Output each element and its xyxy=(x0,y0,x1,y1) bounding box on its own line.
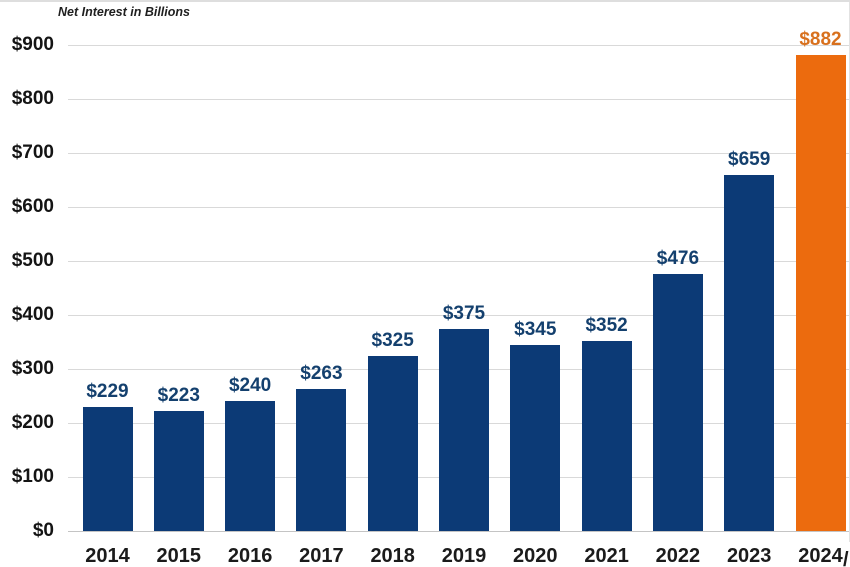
y-axis-tick-label: $200 xyxy=(11,412,54,433)
y-axis-tick-label: $600 xyxy=(11,196,54,217)
x-axis-label: 2017 xyxy=(299,545,344,567)
gridline xyxy=(68,314,850,316)
bar-value-label: $263 xyxy=(300,362,343,384)
bar xyxy=(82,407,133,531)
y-axis-tick-label: $800 xyxy=(11,88,54,109)
gridline xyxy=(68,260,850,262)
bar-value-label: $476 xyxy=(656,247,700,269)
bar-value-label: $345 xyxy=(514,318,557,340)
y-axis-tick-label: $300 xyxy=(11,358,54,379)
gridline xyxy=(68,152,850,154)
bar xyxy=(153,410,204,531)
x-axis-label: 2016 xyxy=(227,545,273,567)
x-axis-label-partial-suffix: / xyxy=(843,549,849,567)
x-axis-label: 2021 xyxy=(584,545,629,567)
bar-value-label: $352 xyxy=(585,314,628,336)
gridline xyxy=(68,206,850,208)
x-axis-label: 2014 xyxy=(85,545,130,567)
bar xyxy=(439,328,489,531)
bar xyxy=(296,388,347,531)
x-axis-label: 2024 xyxy=(798,545,843,567)
bar-value-label: $325 xyxy=(371,329,414,351)
gridline xyxy=(68,44,850,46)
bar xyxy=(581,340,632,531)
x-axis-line xyxy=(68,530,850,532)
chart-title: Net Interest in Billions xyxy=(58,5,190,19)
x-axis-label: 2019 xyxy=(441,545,487,567)
bar-value-label: $223 xyxy=(157,384,200,406)
x-axis-label: 2018 xyxy=(370,545,415,567)
bar xyxy=(652,273,703,531)
bar xyxy=(795,54,846,531)
y-axis-tick-label: $500 xyxy=(11,250,54,271)
gridline xyxy=(68,98,850,100)
y-axis-tick-label: $900 xyxy=(11,34,54,55)
x-axis-label: 2020 xyxy=(513,545,558,567)
y-axis-tick-label: $100 xyxy=(11,466,54,487)
x-axis-label: 2022 xyxy=(655,545,701,567)
bar-value-label: $240 xyxy=(228,375,272,397)
bar xyxy=(367,355,418,531)
bar-value-label: $229 xyxy=(86,381,129,403)
x-axis-label: 2023 xyxy=(726,545,772,567)
bar-value-label: $882 xyxy=(799,28,842,50)
y-axis-tick-label: $400 xyxy=(11,304,54,325)
x-axis-label: 2015 xyxy=(156,545,202,567)
bar xyxy=(724,175,775,531)
y-axis-tick-label: $0 xyxy=(32,520,54,541)
y-axis-tick-label: $700 xyxy=(11,142,54,163)
bar xyxy=(510,344,561,531)
bar-value-label: $659 xyxy=(728,149,771,171)
bar xyxy=(225,401,276,531)
bar-value-label: $375 xyxy=(442,302,486,324)
